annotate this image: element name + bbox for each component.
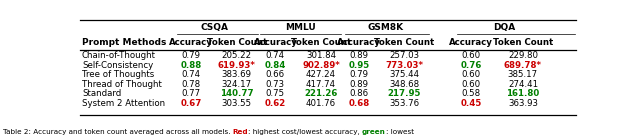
Text: DQA: DQA — [493, 23, 515, 32]
Text: 401.76: 401.76 — [306, 99, 336, 108]
Text: 0.89: 0.89 — [349, 80, 368, 89]
Text: Standard: Standard — [82, 89, 121, 98]
Text: Tree of Thoughts: Tree of Thoughts — [82, 70, 154, 79]
Text: 427.24: 427.24 — [306, 70, 336, 79]
Text: 324.17: 324.17 — [221, 80, 252, 89]
Text: 0.89: 0.89 — [349, 51, 368, 60]
Text: 0.45: 0.45 — [461, 99, 482, 108]
Text: GSM8K: GSM8K — [368, 23, 404, 32]
Text: 348.68: 348.68 — [389, 80, 419, 89]
Text: 689.78*: 689.78* — [504, 61, 542, 70]
Text: 0.74: 0.74 — [266, 51, 285, 60]
Text: 205.22: 205.22 — [221, 51, 252, 60]
Text: 375.44: 375.44 — [389, 70, 419, 79]
Text: green: green — [362, 129, 386, 135]
Text: 0.60: 0.60 — [462, 51, 481, 60]
Text: 257.03: 257.03 — [389, 51, 419, 60]
Text: MMLU: MMLU — [285, 23, 316, 32]
Text: 353.76: 353.76 — [389, 99, 419, 108]
Text: Accuracy: Accuracy — [337, 38, 381, 47]
Text: CSQA: CSQA — [200, 23, 228, 32]
Text: 0.74: 0.74 — [182, 70, 201, 79]
Text: 619.93*: 619.93* — [218, 61, 255, 70]
Text: Chain-of-Thought: Chain-of-Thought — [82, 51, 156, 60]
Text: Token Count: Token Count — [291, 38, 351, 47]
Text: 0.77: 0.77 — [182, 89, 201, 98]
Text: 140.77: 140.77 — [220, 89, 253, 98]
Text: 902.89*: 902.89* — [302, 61, 340, 70]
Text: 0.62: 0.62 — [265, 99, 286, 108]
Text: 229.80: 229.80 — [508, 51, 538, 60]
Text: 221.26: 221.26 — [305, 89, 338, 98]
Text: 0.73: 0.73 — [266, 80, 285, 89]
Text: Thread of Thought: Thread of Thought — [82, 80, 162, 89]
Text: 0.60: 0.60 — [462, 80, 481, 89]
Text: Red: Red — [232, 129, 248, 135]
Text: Accuracy: Accuracy — [169, 38, 213, 47]
Text: 0.67: 0.67 — [180, 99, 202, 108]
Text: 217.95: 217.95 — [388, 89, 421, 98]
Text: 0.58: 0.58 — [462, 89, 481, 98]
Text: 0.95: 0.95 — [348, 61, 369, 70]
Text: 385.17: 385.17 — [508, 70, 538, 79]
Text: 383.69: 383.69 — [221, 70, 252, 79]
Text: 773.03*: 773.03* — [385, 61, 424, 70]
Text: System 2 Attention: System 2 Attention — [82, 99, 165, 108]
Text: Token Count: Token Count — [374, 38, 435, 47]
Text: 417.74: 417.74 — [306, 80, 336, 89]
Text: 0.79: 0.79 — [349, 70, 368, 79]
Text: Token Count: Token Count — [493, 38, 553, 47]
Text: 0.84: 0.84 — [265, 61, 286, 70]
Text: 303.55: 303.55 — [221, 99, 252, 108]
Text: Prompt Methods: Prompt Methods — [82, 38, 166, 47]
Text: Table 2: Accuracy and token count averaged across all models.: Table 2: Accuracy and token count averag… — [3, 129, 232, 135]
Text: Self-Consistency: Self-Consistency — [82, 61, 153, 70]
Text: 0.86: 0.86 — [349, 89, 368, 98]
Text: : highest cost/lowest accuracy,: : highest cost/lowest accuracy, — [248, 129, 362, 135]
Text: Token Count: Token Count — [207, 38, 267, 47]
Text: 0.75: 0.75 — [266, 89, 285, 98]
Text: Accuracy: Accuracy — [449, 38, 493, 47]
Text: 0.76: 0.76 — [461, 61, 482, 70]
Text: Accuracy: Accuracy — [253, 38, 298, 47]
Text: 274.41: 274.41 — [508, 80, 538, 89]
Text: : lowest: : lowest — [386, 129, 414, 135]
Text: 301.84: 301.84 — [306, 51, 336, 60]
Text: 0.79: 0.79 — [182, 51, 200, 60]
Text: 363.93: 363.93 — [508, 99, 538, 108]
Text: 0.60: 0.60 — [462, 70, 481, 79]
Text: 0.66: 0.66 — [266, 70, 285, 79]
Text: 161.80: 161.80 — [506, 89, 540, 98]
Text: 0.68: 0.68 — [348, 99, 369, 108]
Text: 0.78: 0.78 — [182, 80, 201, 89]
Text: 0.88: 0.88 — [180, 61, 202, 70]
